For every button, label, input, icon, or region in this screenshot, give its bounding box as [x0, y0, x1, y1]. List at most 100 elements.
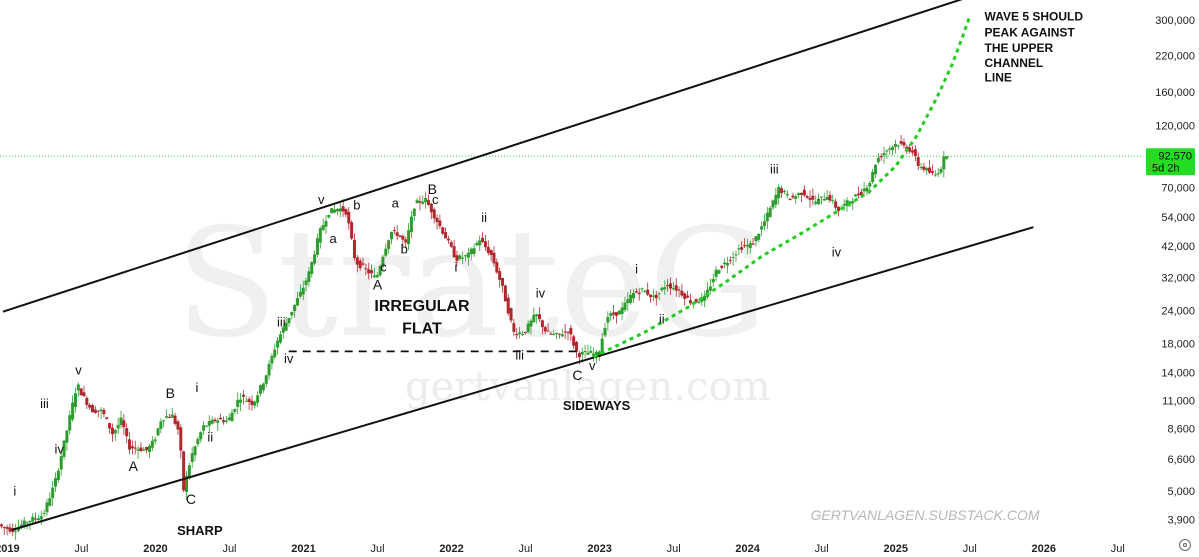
- candle-body-121: [344, 209, 348, 215]
- candle-body-305: [868, 182, 872, 187]
- candle-body-52: [147, 445, 151, 453]
- candle-body-234: [666, 285, 670, 287]
- candle-body-266: [757, 233, 761, 240]
- candle-body-313: [891, 146, 895, 151]
- candle-body-150: [426, 200, 430, 205]
- wave-label-24: iii: [515, 348, 524, 363]
- candle-body-116: [330, 208, 334, 214]
- candle-body-106: [301, 287, 305, 295]
- candle-body-120: [341, 206, 345, 212]
- candle-body-93: [264, 375, 268, 384]
- candle-body-92: [261, 383, 265, 391]
- candle-body-245: [697, 301, 701, 304]
- x-tick-label: 2019: [0, 543, 20, 555]
- candle-body-218: [620, 307, 624, 314]
- wave-label-14: a: [329, 231, 337, 246]
- candle-body-132: [375, 274, 379, 278]
- candle-body-322: [916, 157, 920, 167]
- candle-body-179: [509, 308, 513, 321]
- candle-body-97: [276, 340, 280, 348]
- candle-body-264: [751, 243, 755, 245]
- candle-body-165: [469, 248, 473, 255]
- candle-body-291: [828, 195, 832, 201]
- candle-body-14: [39, 516, 43, 520]
- wave-label-35: WAVE 5 SHOULD: [985, 9, 1084, 23]
- candle-body-225: [640, 288, 644, 290]
- candle-body-290: [825, 197, 829, 200]
- upper-channel-line: [2, 0, 963, 313]
- candle-body-45: [128, 439, 132, 450]
- candle-body-301: [856, 193, 860, 196]
- candle-body-260: [740, 247, 744, 250]
- candle-body-184: [523, 331, 527, 333]
- candle-body-199: [566, 331, 570, 333]
- candle-body-73: [207, 421, 211, 426]
- candle-body-309: [879, 156, 883, 158]
- candle-body-172: [489, 250, 493, 255]
- candle-body-15: [42, 512, 46, 514]
- candle-body-40: [113, 429, 117, 434]
- candle-body-293: [834, 201, 838, 208]
- candle-body-191: [543, 327, 547, 332]
- candle-body-117: [333, 209, 337, 213]
- candle-body-227: [646, 289, 650, 295]
- candle-body-33: [93, 409, 97, 413]
- candle-body-188: [535, 314, 539, 317]
- candle-body-326: [928, 167, 932, 173]
- candle-body-332: [945, 156, 949, 159]
- candle-body-300: [854, 194, 858, 197]
- candle-body-1: [2, 527, 6, 529]
- candle-body-323: [919, 167, 923, 169]
- candle-body-65: [184, 475, 188, 493]
- wave-label-4: A: [129, 458, 139, 474]
- candle-body-302: [859, 191, 863, 196]
- candle-body-186: [529, 320, 533, 327]
- candle-body-254: [723, 262, 727, 265]
- candle-body-9: [25, 522, 29, 524]
- candle-body-134: [381, 256, 385, 267]
- wave-label-0: i: [13, 484, 16, 499]
- candle-body-315: [896, 145, 900, 147]
- candle-body-304: [865, 187, 869, 192]
- candle-body-183: [520, 334, 524, 336]
- candle-body-144: [409, 216, 413, 233]
- candle-body-168: [478, 240, 482, 246]
- candle-body-113: [321, 225, 325, 231]
- candle-body-197: [560, 334, 564, 337]
- candle-body-160: [455, 255, 459, 261]
- y-tick-label: 42,000: [1161, 241, 1195, 253]
- settings-gear-icon[interactable]: [1179, 539, 1191, 551]
- wave-label-2: iv: [55, 442, 65, 457]
- candle-body-139: [395, 232, 399, 236]
- candle-body-271: [771, 200, 775, 208]
- wave-label-28: v: [589, 358, 596, 373]
- candle-body-312: [888, 148, 892, 150]
- candle-body-292: [831, 200, 835, 202]
- candle-body-122: [347, 211, 351, 224]
- candle-body-190: [540, 320, 544, 328]
- candle-body-176: [501, 278, 505, 286]
- candle-body-43: [122, 420, 126, 428]
- candle-body-299: [851, 201, 855, 204]
- candle-body-57: [162, 420, 166, 422]
- credit-text: GERTVANLAGEN.SUBSTACK.COM: [811, 507, 1040, 523]
- candle-body-214: [609, 313, 613, 317]
- wave-label-25: IRREGULAR: [374, 298, 470, 315]
- candle-body-314: [893, 143, 897, 147]
- candle-body-193: [549, 333, 553, 335]
- wave-label-5: B: [166, 385, 175, 401]
- wave-label-20: c: [432, 192, 439, 207]
- candle-body-142: [404, 239, 408, 243]
- candle-body-95: [270, 355, 274, 364]
- candle-body-107: [304, 280, 308, 285]
- y-tick-label: 120,000: [1155, 120, 1195, 132]
- candle-body-195: [555, 333, 559, 335]
- current-price-value: 92,570: [1158, 150, 1192, 162]
- candle-body-221: [629, 294, 633, 303]
- candle-body-21: [59, 456, 63, 470]
- candle-body-281: [799, 192, 803, 195]
- candle-body-201: [572, 336, 576, 346]
- candle-body-297: [845, 200, 849, 206]
